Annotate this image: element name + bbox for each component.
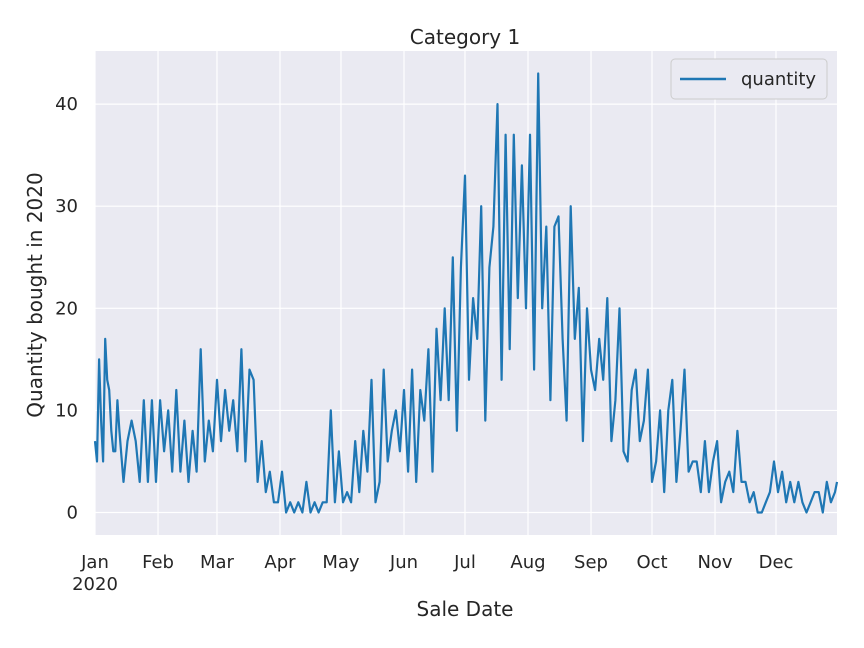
x-tick-label: Oct <box>636 552 667 573</box>
series-line-quantity <box>93 72 839 514</box>
grid-lines <box>94 51 837 535</box>
legend-box <box>670 58 828 100</box>
y-tick-label: 10 <box>55 400 78 421</box>
x-tick-label: Aug <box>510 552 545 573</box>
chart-title: Category 1 <box>410 25 520 49</box>
x-tick-label: Apr <box>264 552 296 573</box>
legend-label: quantity <box>741 69 816 90</box>
y-tick-label: 0 <box>67 503 78 524</box>
x-tick-label: May <box>322 552 360 573</box>
x-tick-label: Dec <box>759 552 794 573</box>
x-tick-sublabel: 2020 <box>72 574 118 595</box>
x-tick-label: Jun <box>389 552 418 573</box>
y-tick-label: 30 <box>55 196 78 217</box>
x-tick-label: Mar <box>200 552 235 573</box>
y-tick-label: 20 <box>55 298 78 319</box>
y-tick-labels: 0 10 20 30 40 <box>55 94 78 523</box>
y-tick-label: 40 <box>55 94 78 115</box>
x-tick-label: Feb <box>142 552 174 573</box>
x-axis-label: Sale Date <box>417 597 514 621</box>
series-lines <box>93 72 839 514</box>
x-tick-label: Jan <box>80 552 109 573</box>
x-tick-label: Jul <box>453 552 476 573</box>
y-axis-label: Quantity bought in 2020 <box>23 172 47 417</box>
legend: quantity <box>670 58 828 100</box>
x-tick-label: Sep <box>574 552 608 573</box>
x-tick-label: Nov <box>697 552 732 573</box>
plot-background <box>95 51 837 535</box>
